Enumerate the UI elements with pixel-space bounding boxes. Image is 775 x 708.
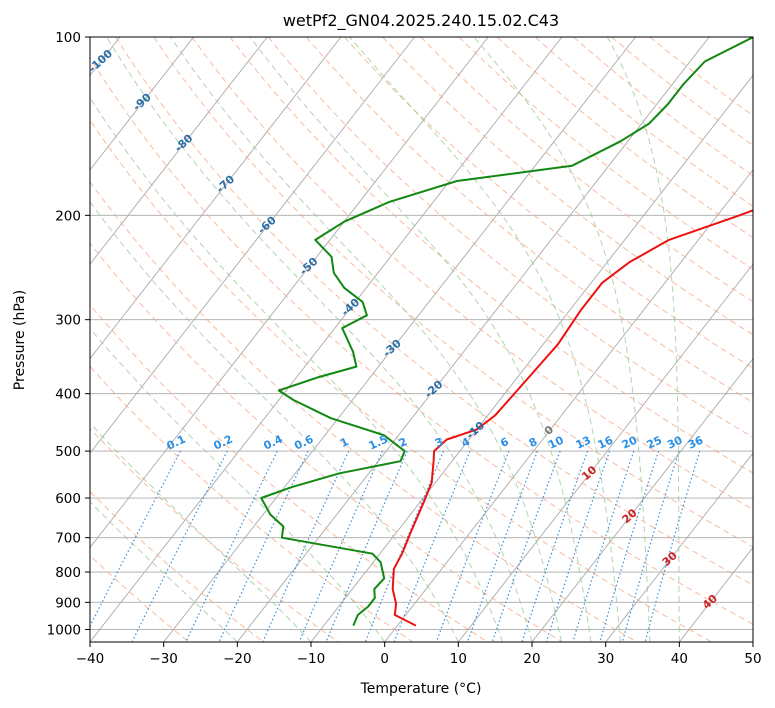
dry-adiabat [458,37,753,270]
profiles [260,37,753,627]
isotherm-line [90,37,194,171]
isotherm-line [384,169,753,642]
mixing-ratio-line [521,450,589,642]
moist-adiabat [349,37,621,642]
moist-adiabat [170,37,562,642]
isotherm-line [90,37,268,265]
isotherm-line [310,74,753,642]
isotherm-line [163,37,636,642]
mixing-ratio-line [621,450,680,642]
isotherm-line [90,37,342,360]
mixing-ratio-line [262,450,350,642]
dry-adiabat [90,365,414,642]
moist-adiabat [249,37,592,642]
x-tick-label: −20 [223,651,252,667]
x-tick-label: −30 [149,651,178,667]
y-tick-label: 700 [55,531,81,547]
dry-adiabat [573,37,753,177]
y-tick-label: 500 [55,444,81,460]
mixing-ratio-label: 20 [620,433,640,451]
dry-adiabat [115,37,753,586]
isotherm-line [90,37,415,454]
moist-adiabat [90,201,459,642]
mixing-ratio-line [364,450,444,642]
mixing-ratio-label: 13 [574,434,593,452]
y-tick-label: 400 [55,387,81,403]
dry-adiabat [267,37,753,438]
x-tick-label: −40 [76,651,105,667]
chart-title: wetPf2_GN04.2025.240.15.02.C43 [283,11,559,31]
moist-adiabat [106,37,533,642]
dry-adiabat [305,37,753,404]
dry-adiabat [90,490,264,642]
dry-adiabat [382,37,753,336]
mixing-ratio-labels: 0.1 0.2 0.4 0.6 1 1.5 2 3 4 6 8 10 13 16 20 25 30 36 [165,432,706,452]
mixing-ratio-label: 10 [546,433,566,451]
y-axis: 100 200 300 400 500 600 700 800 900 1000 [47,30,90,638]
plot-frame [89,36,754,643]
mixing-ratio-line [298,450,384,642]
y-tick-label: 100 [55,30,81,46]
x-tick-label: 30 [597,651,614,667]
x-tick-label: 10 [450,651,467,667]
isotherm-line [90,37,563,642]
mixing-ratio-line [545,450,611,642]
dry-adiabat [90,303,488,642]
moist-adiabat [90,422,312,642]
mixing-ratio-label: 30 [665,433,685,451]
mixing-ratio-line [325,450,408,642]
dry-adiabat [496,37,753,239]
x-axis-label: Temperature (°C) [360,681,482,697]
dry-adiabat [611,37,753,146]
y-tick-label: 600 [55,491,81,507]
x-axis: −40 −30 −20 −10 0 10 20 30 40 50 [76,642,762,667]
dry-adiabat [344,37,753,369]
background-lines [90,37,753,642]
x-tick-label: −10 [297,651,326,667]
dry-adiabat [229,37,753,474]
mixing-ratio-line [491,450,561,642]
y-tick-label: 800 [55,565,81,581]
mixing-ratio-line [572,450,635,642]
mixing-ratio-line [599,450,660,642]
isotherm-line [90,37,489,549]
dry-adiabat [153,37,753,548]
moist-adiabat [90,96,503,642]
dry-adiabat [90,242,563,642]
moist-adiabat [473,37,651,642]
temperature-profile [391,209,753,627]
isotherm-line [605,452,753,642]
mixing-ratio-label: 16 [596,433,616,451]
x-tick-label: 0 [380,651,389,667]
mixing-ratio-label: 25 [645,434,664,452]
x-tick-label: 20 [523,651,540,667]
x-tick-label: 50 [744,651,761,667]
y-tick-label: 200 [55,208,81,224]
moist-adiabat [90,327,386,642]
y-tick-label: 300 [55,313,81,329]
dewpoint-profile [260,37,753,626]
dry-adiabat [90,56,753,625]
isotherm-line [236,37,710,642]
y-tick-label: 1000 [47,622,81,638]
mixing-ratio-line [185,450,278,642]
moist-adiabat [90,501,238,642]
x-tick-label: 40 [671,651,688,667]
y-axis-label: Pressure (hPa) [12,290,28,390]
moist-adiabat [606,37,680,642]
mixing-ratio-line [644,450,701,642]
isotherm-line [531,357,753,642]
y-tick-label: 900 [55,595,81,611]
mixing-ratio-label: 36 [686,433,706,451]
